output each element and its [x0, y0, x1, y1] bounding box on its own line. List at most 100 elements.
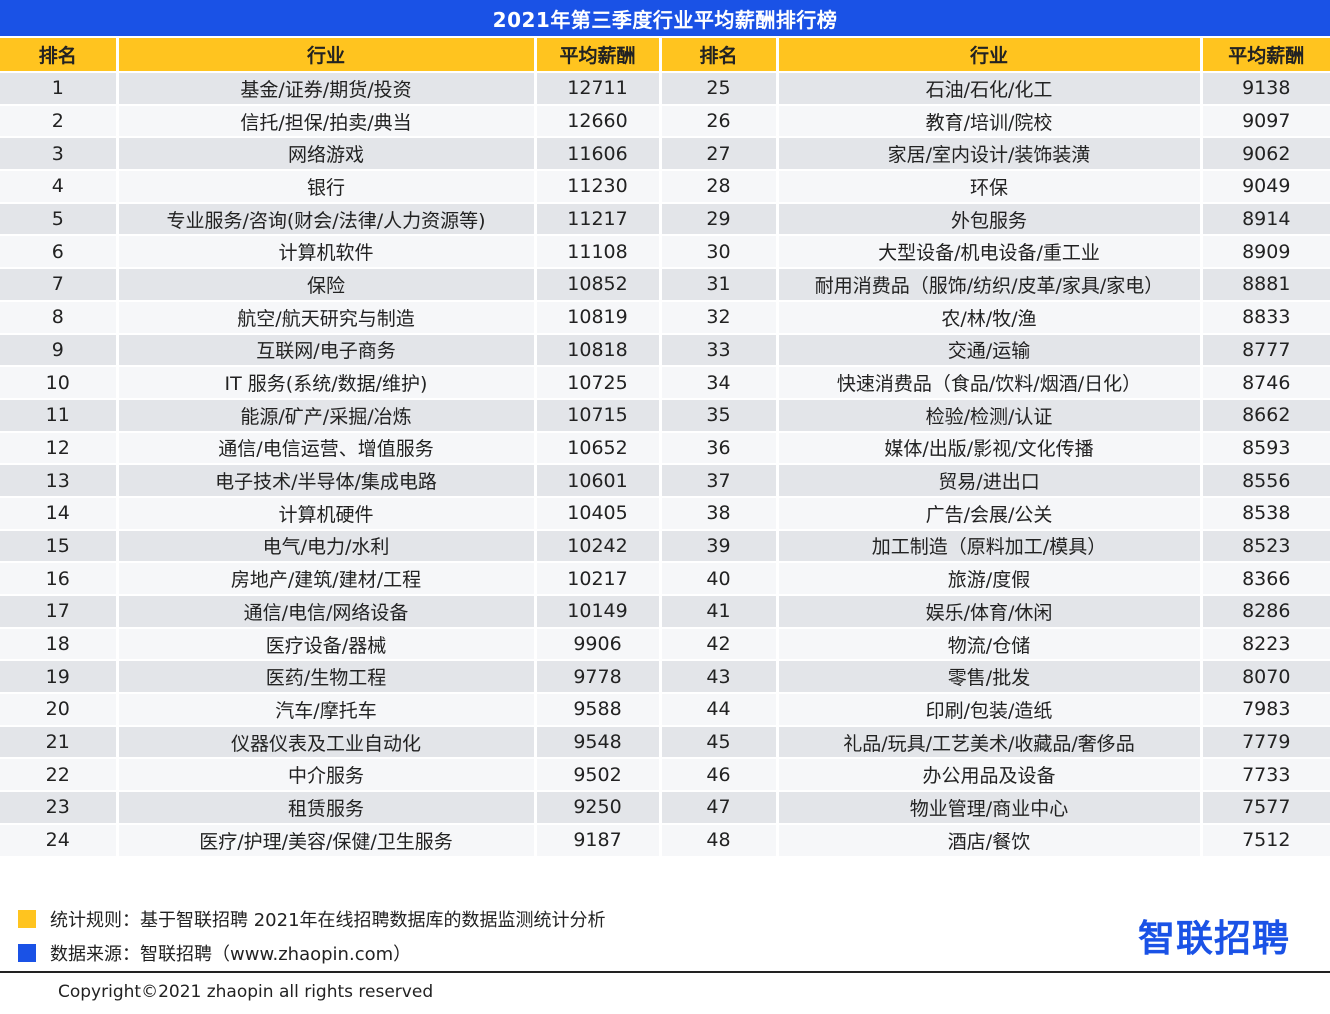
salary-cell: 9250	[535, 790, 662, 824]
rank-cell: 10	[0, 365, 119, 399]
salary-cell: 9778	[535, 659, 662, 694]
industry-cell: 医疗/护理/美容/保健/卫生服务	[117, 822, 537, 856]
rank-cell: 7	[0, 267, 119, 301]
rank-cell: 29	[660, 201, 779, 236]
rank-cell: 32	[660, 299, 779, 334]
rank-cell: 36	[660, 430, 779, 465]
table-row: 18 医疗设备/器械 9906 42 物流/仓储 8223	[0, 626, 1330, 661]
salary-cell: 11230	[535, 169, 662, 203]
table-row: 17 通信/电信/网络设备 10149 41 娱乐/体育/休闲 8286	[0, 594, 1330, 628]
table-row: 14 计算机硬件 10405 38 广告/会展/公关 8538	[0, 495, 1330, 530]
salary-cell: 10149	[535, 594, 662, 628]
rank-cell: 12	[0, 430, 119, 465]
salary-cell: 9502	[535, 757, 662, 792]
salary-cell: 9187	[535, 822, 662, 856]
salary-cell: 8223	[1201, 626, 1330, 661]
salary-cell: 10852	[535, 267, 662, 301]
salary-cell: 8914	[1201, 201, 1330, 236]
legend-source-text: 数据来源：智联招聘（www.zhaopin.com）	[50, 944, 412, 965]
industry-cell: 互联网/电子商务	[117, 332, 537, 367]
salary-cell: 9062	[1201, 136, 1330, 171]
rank-cell: 38	[660, 495, 779, 530]
rank-cell: 25	[660, 71, 779, 105]
table-row: 10 IT 服务(系统/数据/维护) 10725 34 快速消费品（食品/饮料/烟酒/日…	[0, 365, 1330, 399]
industry-cell: 环保	[777, 169, 1203, 203]
yellow-square-icon	[18, 910, 36, 928]
salary-cell: 8746	[1201, 365, 1330, 399]
industry-cell: 仪器仪表及工业自动化	[117, 724, 537, 759]
rank-cell: 3	[0, 136, 119, 171]
salary-cell: 11217	[535, 201, 662, 236]
industry-cell: 大型设备/机电设备/重工业	[777, 234, 1203, 269]
rank-cell: 42	[660, 626, 779, 661]
industry-cell: 航空/航天研究与制造	[117, 299, 537, 334]
legend-rule: 统计规则：基于智联招聘 2021年在线招聘数据库的数据监测统计分析	[18, 906, 606, 932]
salary-cell: 9049	[1201, 169, 1330, 203]
salary-cell: 8909	[1201, 234, 1330, 269]
salary-cell: 8777	[1201, 332, 1330, 367]
table-row: 23 租赁服务 9250 47 物业管理/商业中心 7577	[0, 790, 1330, 824]
salary-cell: 9906	[535, 626, 662, 661]
salary-cell: 10715	[535, 397, 662, 432]
rank-cell: 48	[660, 822, 779, 856]
copyright-text: Copyright©2021 zhaopin all rights reserv…	[58, 982, 434, 1002]
salary-cell: 10601	[535, 463, 662, 497]
column-header-industry: 行业	[117, 38, 537, 72]
industry-cell: 礼品/玩具/工艺美术/收藏品/奢侈品	[777, 724, 1203, 759]
table-row: 21 仪器仪表及工业自动化 9548 45 礼品/玩具/工艺美术/收藏品/奢侈品 7779	[0, 724, 1330, 759]
salary-cell: 10242	[535, 528, 662, 563]
industry-cell: 快速消费品（食品/饮料/烟酒/日化）	[777, 365, 1203, 399]
industry-cell: 耐用消费品（服饰/纺织/皮革/家具/家电）	[777, 267, 1203, 301]
salary-cell: 10405	[535, 495, 662, 530]
industry-cell: 医疗设备/器械	[117, 626, 537, 661]
rank-cell: 31	[660, 267, 779, 301]
industry-cell: 基金/证券/期货/投资	[117, 71, 537, 105]
footer-divider	[0, 971, 1330, 973]
industry-cell: 贸易/进出口	[777, 463, 1203, 497]
rank-cell: 19	[0, 659, 119, 694]
column-header-rank: 排名	[0, 38, 119, 72]
table-body: 1 基金/证券/期货/投资 12711 25 石油/石化/化工 9138 2 信托/担保/拍卖…	[0, 71, 1330, 856]
table-row: 13 电子技术/半导体/集成电路 10601 37 贸易/进出口 8556	[0, 463, 1330, 497]
salary-cell: 9138	[1201, 71, 1330, 105]
column-header-rank: 排名	[660, 38, 779, 72]
salary-cell: 8366	[1201, 561, 1330, 595]
rank-cell: 26	[660, 103, 779, 138]
rank-cell: 27	[660, 136, 779, 171]
table-row: 5 专业服务/咨询(财会/法律/人力资源等) 11217 29 外包服务 8914	[0, 201, 1330, 236]
industry-cell: 广告/会展/公关	[777, 495, 1203, 530]
rank-cell: 34	[660, 365, 779, 399]
rank-cell: 28	[660, 169, 779, 203]
salary-cell: 9588	[535, 692, 662, 726]
industry-cell: 家居/室内设计/装饰装潢	[777, 136, 1203, 171]
industry-cell: 物流/仓储	[777, 626, 1203, 661]
rank-cell: 18	[0, 626, 119, 661]
rank-cell: 15	[0, 528, 119, 563]
salary-cell: 10725	[535, 365, 662, 399]
salary-cell: 8556	[1201, 463, 1330, 497]
rank-cell: 16	[0, 561, 119, 595]
salary-cell: 7512	[1201, 822, 1330, 856]
industry-cell: 外包服务	[777, 201, 1203, 236]
salary-cell: 8070	[1201, 659, 1330, 694]
table-row: 15 电气/电力/水利 10242 39 加工制造（原料加工/模具） 8523	[0, 528, 1330, 563]
industry-cell: 检验/检测/认证	[777, 397, 1203, 432]
industry-cell: 印刷/包装/造纸	[777, 692, 1203, 726]
industry-cell: 办公用品及设备	[777, 757, 1203, 792]
industry-cell: 信托/担保/拍卖/典当	[117, 103, 537, 138]
rank-cell: 23	[0, 790, 119, 824]
salary-cell: 8881	[1201, 267, 1330, 301]
industry-cell: 加工制造（原料加工/模具）	[777, 528, 1203, 563]
salary-cell: 9548	[535, 724, 662, 759]
industry-cell: 电气/电力/水利	[117, 528, 537, 563]
rank-cell: 4	[0, 169, 119, 203]
rank-cell: 1	[0, 71, 119, 105]
rank-cell: 47	[660, 790, 779, 824]
industry-cell: 交通/运输	[777, 332, 1203, 367]
table-row: 1 基金/证券/期货/投资 12711 25 石油/石化/化工 9138	[0, 71, 1330, 105]
table-row: 19 医药/生物工程 9778 43 零售/批发 8070	[0, 659, 1330, 694]
industry-cell: 娱乐/体育/休闲	[777, 594, 1203, 628]
rank-cell: 11	[0, 397, 119, 432]
rank-cell: 40	[660, 561, 779, 595]
industry-cell: IT 服务(系统/数据/维护)	[117, 365, 537, 399]
